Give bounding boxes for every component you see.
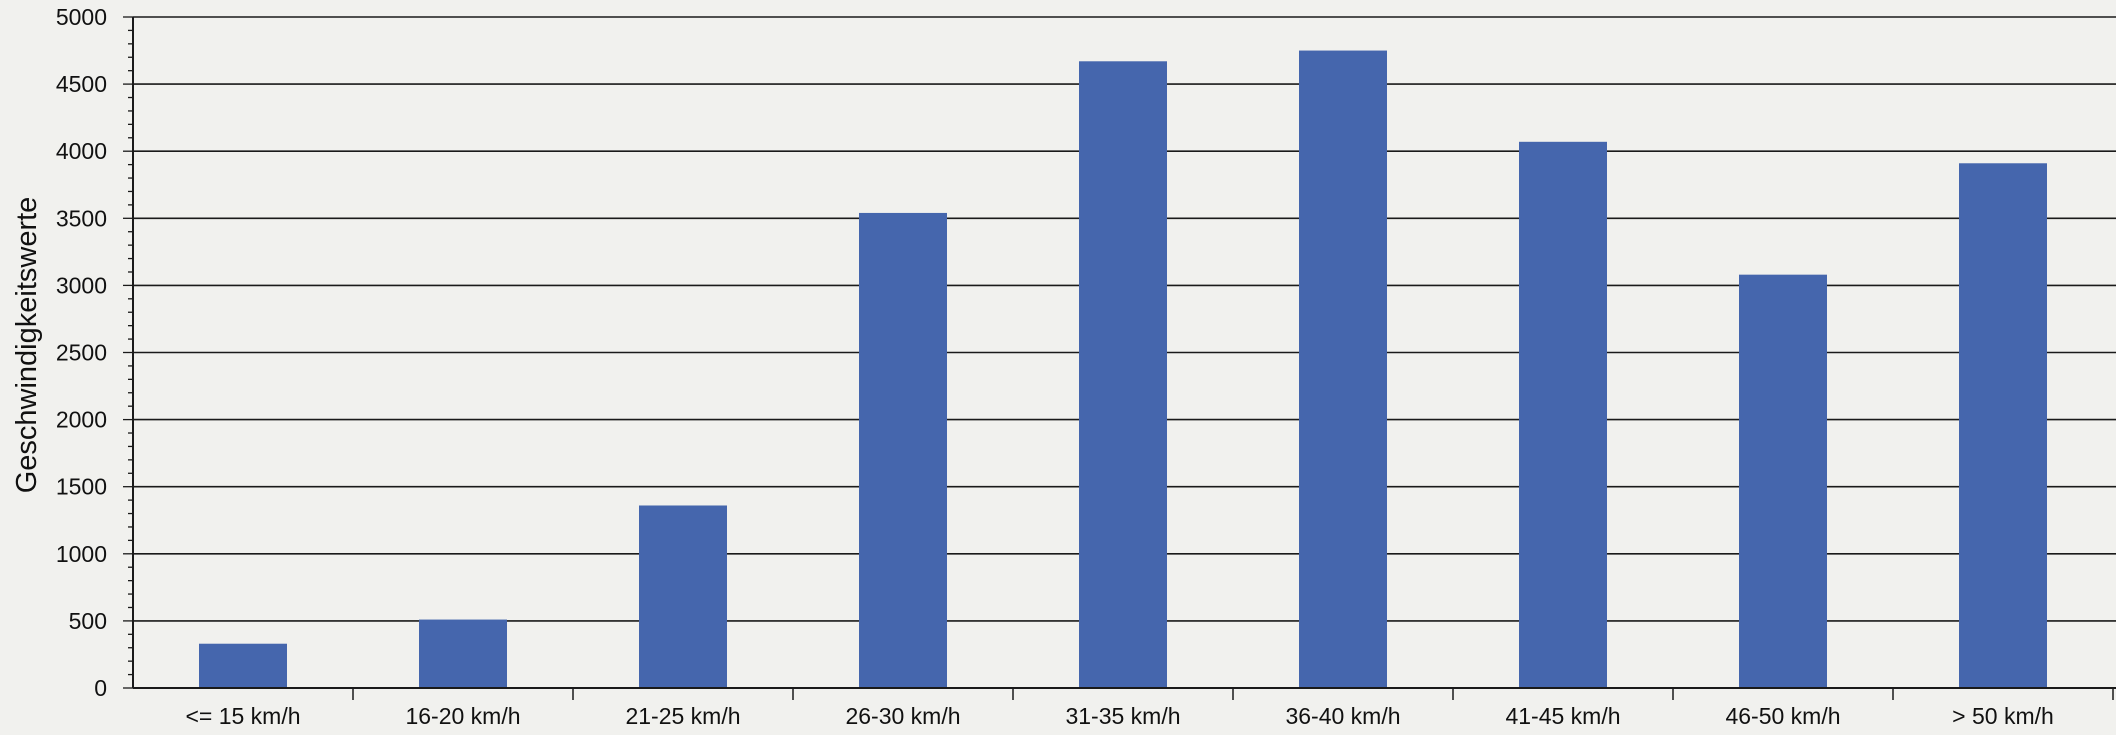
bar	[859, 212, 947, 688]
y-tick-label: 4500	[56, 71, 107, 97]
y-tick-label: 5000	[56, 4, 107, 30]
x-category-label: 36-40 km/h	[1285, 703, 1400, 729]
labels: 0 500 1000 1500 2000 2500 3000 3500 4000 4500 5000…	[56, 4, 2054, 729]
bar	[1079, 61, 1167, 688]
bar	[1299, 50, 1387, 689]
x-category-label: 21-25 km/h	[625, 703, 740, 729]
bar	[1959, 163, 2047, 688]
bar	[199, 643, 287, 688]
y-tick-label: 0	[94, 675, 107, 701]
x-category-label: 26-30 km/h	[845, 703, 960, 729]
bar	[1519, 141, 1607, 688]
x-category-label: 41-45 km/h	[1505, 703, 1620, 729]
y-tick-label: 4000	[56, 138, 107, 164]
y-tick-label: 1000	[56, 541, 107, 567]
bars	[199, 50, 2047, 689]
x-category-label: > 50 km/h	[1952, 703, 2054, 729]
y-tick-label: 2500	[56, 340, 107, 366]
x-category-label: <= 15 km/h	[185, 703, 300, 729]
axes	[123, 16, 2116, 700]
bar	[1739, 274, 1827, 688]
bar	[419, 619, 507, 688]
bar	[639, 505, 727, 688]
y-tick-label: 1500	[56, 474, 107, 500]
y-tick-label: 2000	[56, 407, 107, 433]
x-category-label: 46-50 km/h	[1725, 703, 1840, 729]
y-tick-label: 3000	[56, 272, 107, 298]
y-tick-label: 3500	[56, 205, 107, 231]
x-category-label: 31-35 km/h	[1065, 703, 1180, 729]
y-axis-title: Geschwindigkeitswerte	[11, 197, 43, 494]
x-category-label: 16-20 km/h	[405, 703, 520, 729]
y-tick-label: 500	[69, 608, 107, 634]
